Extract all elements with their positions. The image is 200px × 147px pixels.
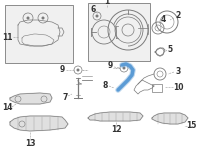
Bar [152,84,162,92]
Text: 9: 9 [107,61,113,71]
Circle shape [122,66,126,70]
Polygon shape [10,116,68,131]
Text: 13: 13 [25,138,35,147]
Text: 12: 12 [111,126,121,135]
Text: 1: 1 [104,0,110,6]
Text: 10: 10 [173,82,183,91]
Circle shape [42,16,44,20]
Text: 14: 14 [2,103,12,112]
Text: 3: 3 [175,67,181,76]
Text: 11: 11 [2,32,12,41]
Circle shape [76,69,80,71]
Polygon shape [10,93,52,104]
Text: 9: 9 [59,66,65,75]
Text: 4: 4 [160,15,166,24]
Text: 8: 8 [102,81,108,90]
Bar [88,3,150,61]
Polygon shape [88,112,143,121]
Text: 2: 2 [175,11,181,20]
Circle shape [96,15,98,17]
Text: 7: 7 [62,92,68,101]
Circle shape [26,16,30,20]
Bar [5,5,73,63]
Polygon shape [152,113,188,124]
Text: 5: 5 [167,46,173,55]
Text: 6: 6 [90,5,96,15]
Text: 15: 15 [186,122,196,131]
